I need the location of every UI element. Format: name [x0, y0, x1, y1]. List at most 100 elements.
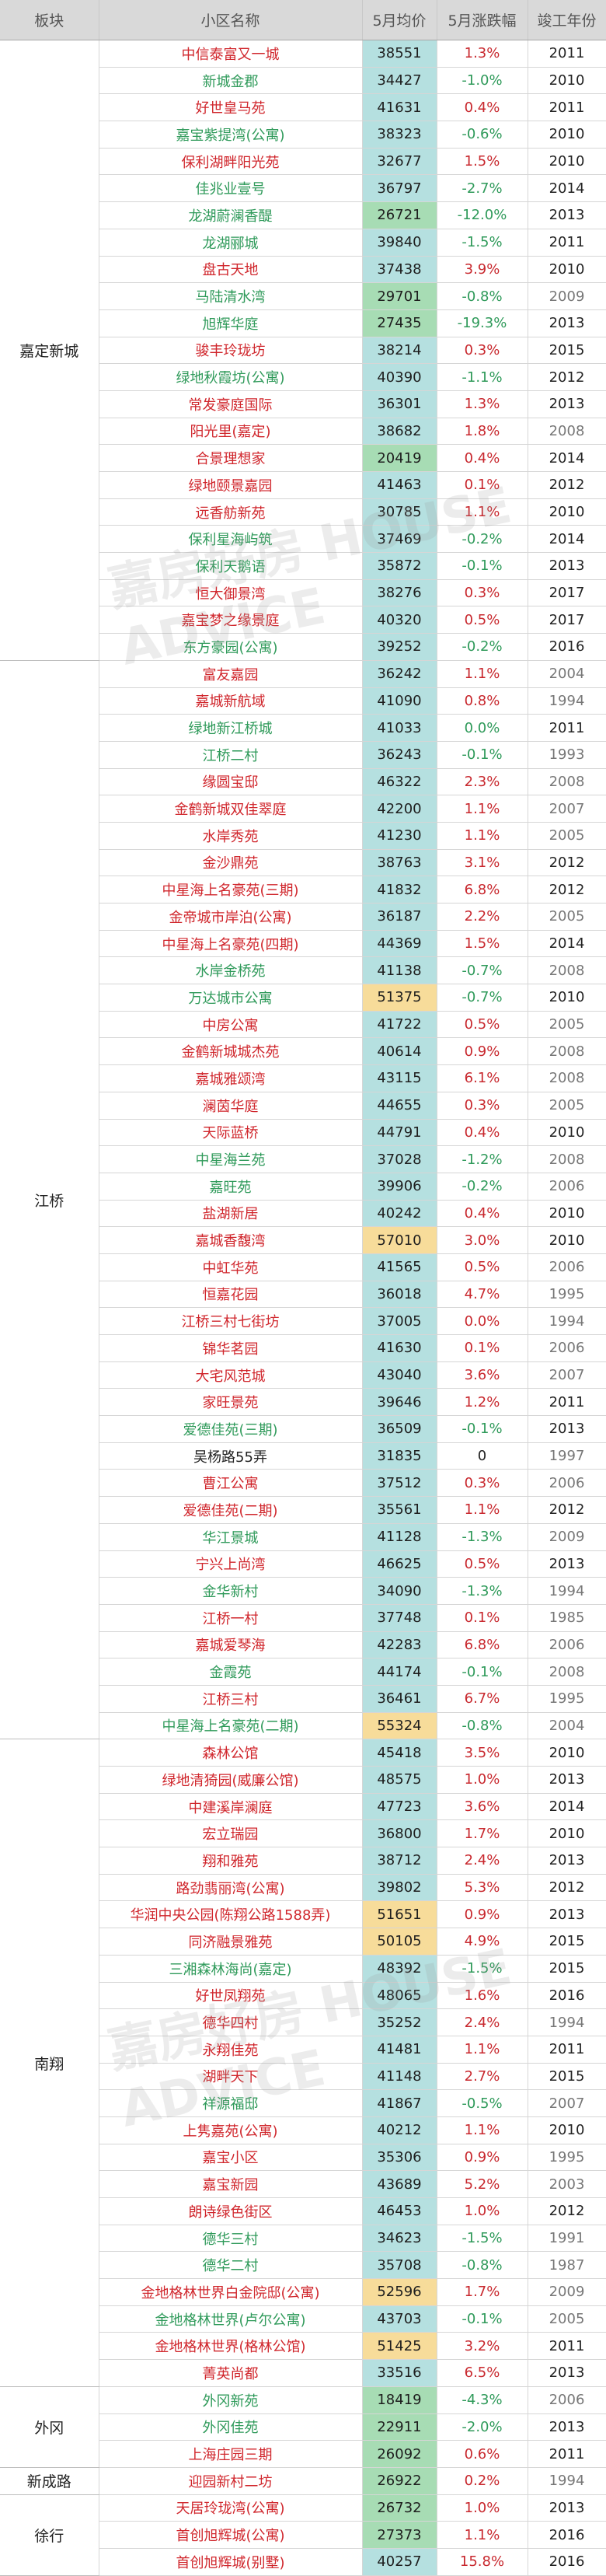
- avg-price: 44369: [362, 930, 437, 958]
- avg-price: 37512: [362, 1469, 437, 1498]
- price-change: 1.0%: [437, 2494, 528, 2522]
- price-change: -0.5%: [437, 2089, 528, 2117]
- price-change: 4.9%: [437, 1928, 528, 1956]
- table-row: 德华四村 35252 2.4% 1994: [0, 2008, 606, 2036]
- price-change: 3.2%: [437, 2332, 528, 2361]
- price-change: 0.3%: [437, 337, 528, 365]
- avg-price: 41722: [362, 1011, 437, 1039]
- completion-year: 2013: [528, 390, 606, 418]
- price-change: 0.1%: [437, 1334, 528, 1362]
- price-change: 1.5%: [437, 148, 528, 176]
- price-change: 1.3%: [437, 390, 528, 418]
- table-row: 外冈 外冈新苑 18419 -4.3% 2006: [0, 2386, 606, 2468]
- table-row: 中星海上名豪苑(三期) 41832 6.8% 2012: [0, 876, 606, 904]
- avg-price: 51425: [362, 2332, 437, 2361]
- table-row: 中虹华苑 41565 0.5% 2006: [0, 1253, 606, 1281]
- price-change: 0.3%: [437, 1092, 528, 1120]
- avg-price: 37028: [362, 1145, 437, 1173]
- community-name: 马陆清水湾: [99, 282, 363, 310]
- completion-year: 2011: [528, 2036, 606, 2064]
- price-change: -1.3%: [437, 1523, 528, 1551]
- price-change: 1.1%: [437, 2521, 528, 2549]
- community-name: 路劲翡丽湾(公寓): [99, 1874, 363, 1902]
- avg-price: 36797: [362, 174, 437, 203]
- price-change: 2.4%: [437, 2008, 528, 2036]
- price-change: -1.5%: [437, 2225, 528, 2253]
- price-change: -2.7%: [437, 174, 528, 203]
- table-row: 菁英尚都 33516 6.5% 2013: [0, 2359, 606, 2387]
- price-change: 3.6%: [437, 1793, 528, 1821]
- price-change: -0.6%: [437, 121, 528, 149]
- header-price: 5月均价: [362, 0, 437, 40]
- table-row: 恒大御景湾 38276 0.3% 2017: [0, 579, 606, 607]
- avg-price: 46453: [362, 2197, 437, 2225]
- price-change: 5.2%: [437, 2170, 528, 2198]
- price-change: 1.2%: [437, 1388, 528, 1417]
- completion-year: 1997: [528, 1442, 606, 1470]
- avg-price: 22911: [362, 2413, 437, 2441]
- table-row: 骏丰玲珑坊 38214 0.3% 2015: [0, 337, 606, 365]
- avg-price: 35561: [362, 1496, 437, 1524]
- completion-year: 2015: [528, 1928, 606, 1956]
- community-name: 朗诗绿色街区: [99, 2197, 363, 2225]
- community-name: 吴杨路55弄: [99, 1442, 363, 1470]
- price-change: 6.8%: [437, 1631, 528, 1659]
- price-change: 2.2%: [437, 903, 528, 931]
- price-change: 0.4%: [437, 1200, 528, 1228]
- community-name: 嘉宝紫提湾(公寓): [99, 121, 363, 149]
- community-name: 常发豪庭国际: [99, 390, 363, 418]
- avg-price: 38712: [362, 1847, 437, 1875]
- avg-price: 40242: [362, 1200, 437, 1228]
- table-row: 爱德佳苑(三期) 36509 -0.1% 2013: [0, 1415, 606, 1443]
- table-row: 祥源福邸 41867 -0.5% 2007: [0, 2089, 606, 2117]
- table-row: 绿地清猗园(威廉公馆) 48575 1.0% 2013: [0, 1766, 606, 1794]
- avg-price: 43703: [362, 2305, 437, 2333]
- price-change: 0.5%: [437, 1253, 528, 1281]
- community-name: 三湘森林海尚(嘉定): [99, 1955, 363, 1983]
- price-change: -0.2%: [437, 525, 528, 554]
- community-name: 华江景城: [99, 1523, 363, 1551]
- completion-year: 2011: [528, 2440, 606, 2468]
- price-change: 0.9%: [437, 1037, 528, 1066]
- table-row: 江桥三村七街坊 37005 0.0% 1994: [0, 1307, 606, 1335]
- completion-year: 2015: [528, 1955, 606, 1983]
- completion-year: 2015: [528, 337, 606, 365]
- completion-year: 2010: [528, 256, 606, 284]
- community-name: 迎园新村二坊: [99, 2467, 363, 2495]
- avg-price: 46625: [362, 1550, 437, 1578]
- avg-price: 34623: [362, 2225, 437, 2253]
- table-row: 嘉定新城 中信泰富又一城 38551 1.3% 2011: [0, 40, 606, 661]
- table-row: 龙湖郦城 39840 -1.5% 2011: [0, 229, 606, 257]
- price-change: 3.5%: [437, 1739, 528, 1767]
- community-name: 保利天鹅语: [99, 552, 363, 580]
- completion-year: 2015: [528, 2063, 606, 2091]
- table-row: 宁兴上尚湾 46625 0.5% 2013: [0, 1550, 606, 1578]
- avg-price: 32677: [362, 148, 437, 176]
- table-row: 绿地颐景嘉园 41463 0.1% 2012: [0, 471, 606, 499]
- completion-year: 2016: [528, 2521, 606, 2549]
- completion-year: 1993: [528, 741, 606, 769]
- community-name: 金鹤新城双佳翠庭: [99, 795, 363, 823]
- avg-price: 41033: [362, 714, 437, 742]
- avg-price: 48575: [362, 1766, 437, 1794]
- price-change: -0.7%: [437, 984, 528, 1012]
- table-row: 同济融景雅苑 50105 4.9% 2015: [0, 1928, 606, 1956]
- table-row: 保利湖畔阳光苑 32677 1.5% 2010: [0, 148, 606, 176]
- avg-price: 47723: [362, 1793, 437, 1821]
- community-name: 祥源福邸: [99, 2089, 363, 2117]
- completion-year: 2013: [528, 1766, 606, 1794]
- price-change: 1.1%: [437, 660, 528, 688]
- table-body: 嘉定新城 中信泰富又一城 38551 1.3% 2011 新城金郡 34427 -1.0% 20…: [0, 40, 606, 2576]
- price-change: 0.4%: [437, 444, 528, 472]
- completion-year: 2005: [528, 2305, 606, 2333]
- table-row: 吴杨路55弄 31835 0 1997: [0, 1442, 606, 1470]
- completion-year: 2013: [528, 1550, 606, 1578]
- avg-price: 40614: [362, 1037, 437, 1066]
- price-change: 3.1%: [437, 849, 528, 877]
- completion-year: 1995: [528, 1685, 606, 1713]
- block-name: 江桥: [0, 660, 99, 1740]
- completion-year: 2008: [528, 956, 606, 985]
- table-row: 保利星海屿筑 37469 -0.2% 2014: [0, 525, 606, 554]
- table-row: 中星海兰苑 37028 -1.2% 2008: [0, 1145, 606, 1173]
- community-name: 中房公寓: [99, 1011, 363, 1039]
